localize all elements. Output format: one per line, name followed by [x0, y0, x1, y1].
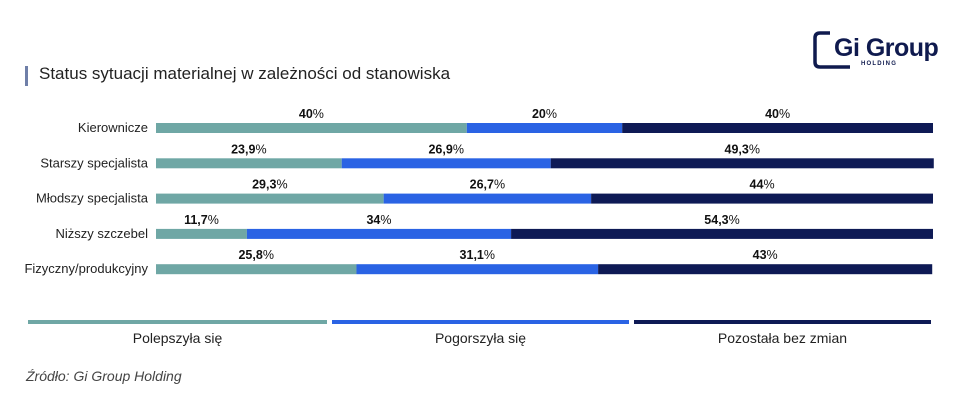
logo-subtext: HOLDING [861, 61, 898, 67]
legend-line-improved [28, 320, 327, 324]
value-label-polepszyla-sie-fizyczny-produkcyjny: 25,8% [238, 248, 273, 262]
bar-pozostala-bez-zmian-fizyczny-produkcyjny [598, 264, 933, 275]
value-label-pogorszyla-sie-fizyczny-produkcyjny: 31,1% [460, 248, 495, 262]
value-label-pozostala-bez-zmian-nizszy-szczebel: 54,3% [704, 213, 739, 227]
bar-pogorszyla-sie-nizszy-szczebel [246, 228, 512, 239]
value-label-pozostala-bez-zmian-mlodszy-specjalista: 44% [750, 178, 775, 192]
bar-pozostala-bez-zmian-mlodszy-specjalista [591, 193, 933, 204]
chart-title: Status sytuacji materialnej w zależności… [39, 64, 451, 83]
logo-bracket-icon [813, 31, 850, 69]
value-label-polepszyla-sie-nizszy-szczebel: 11,7% [184, 213, 219, 227]
bar-polepszyla-sie-starszy-specjalista [156, 158, 342, 169]
legend-label-worsened: Pogorszyła się [434, 330, 527, 346]
bar-polepszyla-sie-nizszy-szczebel [156, 228, 247, 239]
category-label-nizszy-szczebel: Niższy szczebel [56, 226, 149, 241]
value-label-polepszyla-sie-starszy-specjalista: 23,9% [231, 142, 266, 156]
category-label-fizyczny-produkcyjny: Fizyczny/produkcyjny [24, 261, 148, 276]
value-label-polepszyla-sie-kierownicze: 40% [299, 107, 324, 121]
title-accent-bar [25, 66, 28, 86]
legend-label-unchanged: Pozostała bez zmian [717, 330, 848, 346]
category-label-mlodszy-specjalista: Młodszy specjalista [36, 191, 149, 206]
bar-pogorszyla-sie-mlodszy-specjalista [383, 193, 592, 204]
category-label-starszy-specjalista: Starszy specjalista [40, 155, 148, 170]
value-label-pogorszyla-sie-kierownicze: 20% [532, 107, 557, 121]
value-label-pozostala-bez-zmian-starszy-specjalista: 49,3% [725, 142, 760, 156]
bar-pogorszyla-sie-fizyczny-produkcyjny [356, 264, 599, 275]
value-label-pogorszyla-sie-mlodszy-specjalista: 26,7% [470, 178, 505, 192]
bar-pogorszyla-sie-starszy-specjalista [341, 158, 551, 169]
bar-polepszyla-sie-kierownicze [156, 123, 467, 133]
bar-polepszyla-sie-mlodszy-specjalista [156, 193, 384, 204]
bar-pogorszyla-sie-kierownicze [466, 123, 623, 133]
value-label-pozostala-bez-zmian-kierownicze: 40% [765, 107, 790, 121]
bar-pozostala-bez-zmian-starszy-specjalista [550, 158, 934, 169]
bar-pozostala-bez-zmian-nizszy-szczebel [511, 228, 933, 239]
legend-line-unchanged [634, 320, 931, 324]
legend-label-improved: Polepszyła się [132, 330, 223, 346]
source-note: Źródło: Gi Group Holding [26, 368, 182, 384]
logo-text: Gi Group [834, 34, 939, 62]
bar-polepszyla-sie-fizyczny-produkcyjny [156, 264, 357, 275]
bar-pozostala-bez-zmian-kierownicze [622, 123, 933, 133]
value-label-polepszyla-sie-mlodszy-specjalista: 29,3% [252, 178, 287, 192]
value-label-pozostala-bez-zmian-fizyczny-produkcyjny: 43% [753, 248, 778, 262]
gi-group-logo: Gi Group HOLDING [812, 30, 939, 72]
legend-line-worsened [332, 320, 629, 324]
category-label-kierownicze: Kierownicze [78, 120, 148, 135]
value-label-pogorszyla-sie-starszy-specjalista: 26,9% [428, 142, 463, 156]
stacked-bar-chart: Kierownicze 40% 20% 40% Starszy specjalista 2… [24, 107, 934, 276]
value-label-pogorszyla-sie-nizszy-szczebel: 34% [366, 213, 391, 227]
